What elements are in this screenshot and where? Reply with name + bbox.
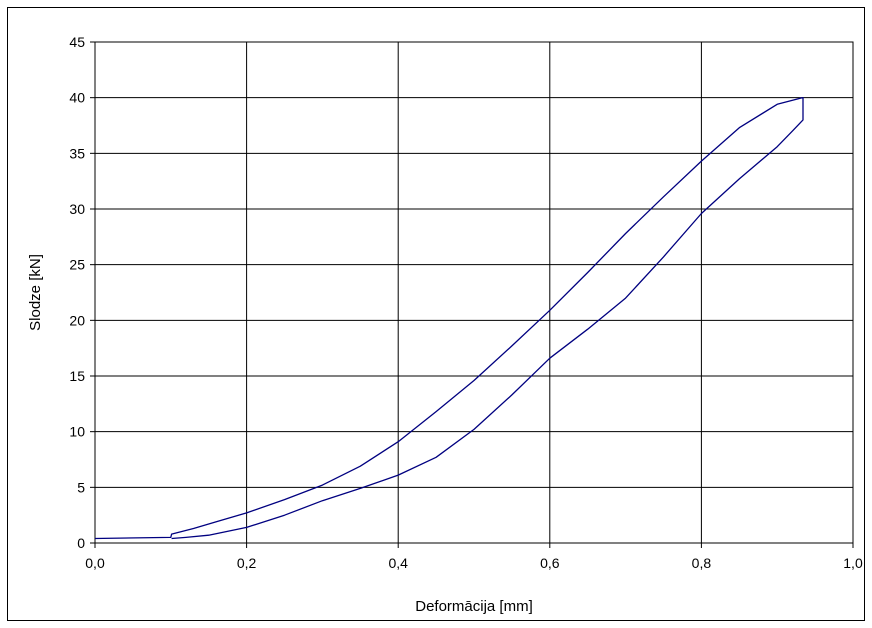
x-tick-label: 0,2	[237, 555, 257, 571]
y-tick-label: 45	[69, 34, 85, 50]
x-tick-label: 0,4	[388, 555, 408, 571]
y-tick-label: 30	[69, 201, 85, 217]
plot-area	[94, 41, 854, 544]
series-line	[94, 97, 804, 540]
x-tick-label: 0,6	[540, 555, 560, 571]
y-tick-label: 0	[77, 535, 85, 551]
x-tick-label: 0,0	[85, 555, 105, 571]
y-tick-label: 40	[69, 90, 85, 106]
series-layer	[94, 97, 804, 540]
y-tick-label: 35	[69, 145, 85, 161]
chart-frame	[7, 7, 865, 621]
x-axis-title: Deformācija [mm]	[415, 598, 533, 615]
y-tick-label: 20	[69, 312, 85, 328]
x-tick-label: 0,8	[692, 555, 712, 571]
y-tick-label: 15	[69, 368, 85, 384]
y-tick-label: 5	[77, 479, 85, 495]
y-tick-label: 25	[69, 257, 85, 273]
y-tick-label: 10	[69, 424, 85, 440]
tick-labels: 0 5 10 15 20 25 30 35 40 45 0,0 0,2 0,4 0,6 0,8 1,0	[69, 34, 863, 571]
y-axis-title: Slodze [kN]	[27, 254, 44, 331]
grid-lines	[94, 41, 854, 544]
x-tick-label: 1,0	[843, 555, 863, 571]
